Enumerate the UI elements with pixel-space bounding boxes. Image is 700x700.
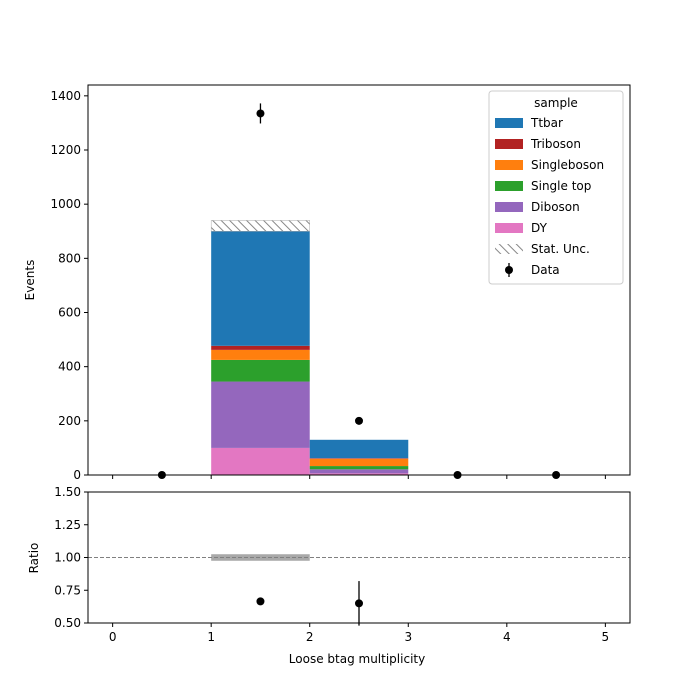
bar-single-top-bin-2 xyxy=(309,466,409,470)
y-tick-label-ratio: 1.50 xyxy=(54,485,81,499)
legend-label: Diboson xyxy=(531,200,580,214)
y-axis-label-main: Events xyxy=(23,260,37,301)
x-tick-label: 2 xyxy=(306,630,314,644)
y-tick-label-main: 400 xyxy=(58,360,81,374)
data-point xyxy=(355,416,363,425)
y-tick-label-main: 200 xyxy=(58,414,81,428)
legend-label: Stat. Unc. xyxy=(531,242,590,256)
bar-triboson-bin-1 xyxy=(211,345,310,350)
bar-single-top-bin-1 xyxy=(211,359,310,382)
main-panel: 0 200 400 600 800 1000 1200 1400 xyxy=(50,84,631,482)
bar-ttbar-bin-1 xyxy=(211,231,310,346)
legend-title: sample xyxy=(534,96,578,110)
ratio-point xyxy=(256,597,265,606)
y-tick-label-main: 800 xyxy=(58,251,81,265)
legend-label: Ttbar xyxy=(530,116,563,130)
legend-data-marker xyxy=(505,266,513,274)
bar-singleboson-bin-2 xyxy=(309,458,409,467)
x-axis-label: Loose btag multiplicity xyxy=(289,652,425,666)
bar-triboson-bin-2 xyxy=(309,458,409,459)
legend-swatch xyxy=(495,181,523,191)
legend-label: Triboson xyxy=(530,137,581,151)
x-tick-label: 4 xyxy=(503,630,511,644)
legend-swatch xyxy=(495,223,523,233)
y-tick-label-ratio: 0.50 xyxy=(54,616,81,630)
y-tick-label-ratio: 0.75 xyxy=(54,583,81,597)
y-tick-label-ratio: 1.25 xyxy=(54,518,81,532)
legend-swatch xyxy=(495,160,523,170)
legend-label: Data xyxy=(531,263,560,277)
legend-swatch xyxy=(495,118,523,128)
bar-dy-bin-1 xyxy=(211,447,310,475)
legend-swatch xyxy=(495,139,523,149)
y-tick-label-main: 1000 xyxy=(50,197,81,211)
y-tick-label-main: 1400 xyxy=(50,89,81,103)
legend-label: DY xyxy=(531,221,548,235)
x-tick-label: 0 xyxy=(109,630,117,644)
y-tick-label-main: 1200 xyxy=(50,143,81,157)
y-tick-label-main: 0 xyxy=(73,468,81,482)
legend-label: Single top xyxy=(531,179,591,193)
stat-unc-hatch-1 xyxy=(210,220,310,232)
y-axis-label-ratio: Ratio xyxy=(27,543,41,574)
y-tick-label-ratio: 1.00 xyxy=(54,551,81,565)
x-tick-label: 3 xyxy=(404,630,412,644)
main-axes-frame xyxy=(87,84,631,476)
legend-swatch-stat-unc xyxy=(495,244,523,254)
legend: sample Ttbar Triboson Singleboson Single top… xyxy=(488,90,624,285)
bar-ttbar-bin-2 xyxy=(309,439,409,459)
ratio-unc-band xyxy=(211,554,310,561)
ratio-panel: 0.50 0.75 1.00 1.25 1.50 0 1 2 3 4 5 xyxy=(54,485,631,644)
ratio-point xyxy=(355,599,363,608)
x-tick-label: 1 xyxy=(207,630,215,644)
data-point xyxy=(256,109,265,118)
bar-dy-bin-2 xyxy=(309,473,409,475)
legend-label: Singleboson xyxy=(531,158,604,172)
y-tick-label-main: 600 xyxy=(58,306,81,320)
x-tick-label: 5 xyxy=(602,630,610,644)
bar-diboson-bin-2 xyxy=(309,469,409,474)
bar-singleboson-bin-1 xyxy=(211,349,310,360)
legend-swatch xyxy=(495,202,523,212)
bar-diboson-bin-1 xyxy=(211,381,310,448)
